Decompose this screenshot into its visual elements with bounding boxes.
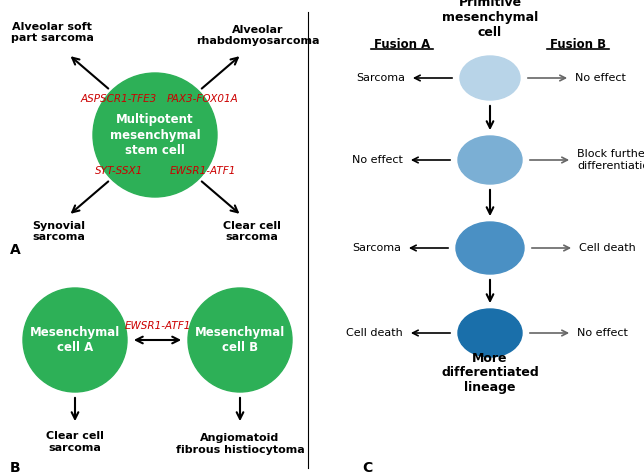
Text: Multipotent
mesenchymal
stem cell: Multipotent mesenchymal stem cell — [109, 114, 200, 156]
Text: ASPSCR1-TFE3: ASPSCR1-TFE3 — [81, 94, 157, 104]
Ellipse shape — [460, 56, 520, 100]
Text: Mesenchymal
cell A: Mesenchymal cell A — [30, 326, 120, 354]
Circle shape — [93, 73, 217, 197]
Text: Angiomatoid
fibrous histiocytoma: Angiomatoid fibrous histiocytoma — [176, 433, 305, 455]
Text: Alveolar
rhabdomyosarcoma: Alveolar rhabdomyosarcoma — [196, 25, 319, 46]
Text: Fusion B: Fusion B — [550, 38, 606, 50]
Text: B: B — [10, 461, 21, 475]
Text: No effect: No effect — [575, 73, 626, 83]
Text: Synovial
sarcoma: Synovial sarcoma — [32, 221, 85, 242]
Text: EWSR1-ATF1: EWSR1-ATF1 — [170, 166, 236, 176]
Ellipse shape — [458, 309, 522, 357]
Text: A: A — [10, 243, 21, 257]
Circle shape — [23, 288, 127, 392]
Text: Fusion A: Fusion A — [374, 38, 430, 50]
Text: Block further
differentiation: Block further differentiation — [577, 149, 644, 171]
Text: Clear cell
sarcoma: Clear cell sarcoma — [46, 431, 104, 453]
Text: Cell death: Cell death — [346, 328, 403, 338]
Ellipse shape — [458, 136, 522, 184]
Text: Clear cell
sarcoma: Clear cell sarcoma — [223, 221, 281, 242]
Text: Cell death: Cell death — [579, 243, 636, 253]
Text: EWSR1-ATF1: EWSR1-ATF1 — [124, 321, 191, 331]
Text: Sarcoma: Sarcoma — [356, 73, 405, 83]
Text: Sarcoma: Sarcoma — [352, 243, 401, 253]
Text: No effect: No effect — [352, 155, 403, 165]
Text: SYT-SSX1: SYT-SSX1 — [95, 166, 143, 176]
Text: Alveolar soft
part sarcoma: Alveolar soft part sarcoma — [11, 21, 94, 43]
Circle shape — [188, 288, 292, 392]
Text: Mesenchymal
cell B: Mesenchymal cell B — [195, 326, 285, 354]
Text: More
differentiated
lineage: More differentiated lineage — [441, 352, 539, 395]
Text: No effect: No effect — [577, 328, 628, 338]
Ellipse shape — [456, 222, 524, 274]
Text: PAX3-FOX01A: PAX3-FOX01A — [167, 94, 239, 104]
Text: Primitive
mesenchymal
cell: Primitive mesenchymal cell — [442, 0, 538, 39]
Text: C: C — [362, 461, 372, 475]
